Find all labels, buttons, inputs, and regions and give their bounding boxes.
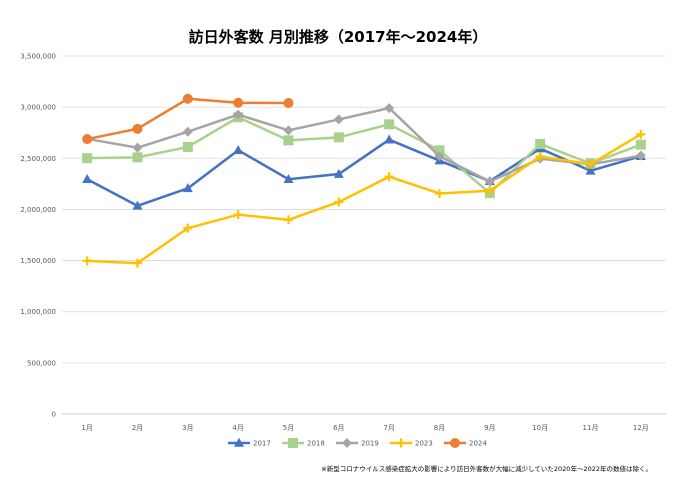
legend-label: 2024	[469, 440, 487, 448]
x-tick-label: 5月	[283, 424, 294, 432]
legend-label: 2017	[253, 440, 271, 448]
data-point-2017	[182, 183, 193, 193]
data-point-2017	[333, 168, 344, 178]
y-tick-label: 1,000,000	[20, 308, 56, 316]
data-point-2023	[284, 215, 293, 225]
legend: 2017 2018 2019 2023 2024	[228, 437, 487, 448]
x-tick-label: 4月	[232, 424, 243, 432]
data-point-2018	[635, 139, 646, 150]
data-point-2018	[283, 135, 294, 146]
x-tick-label: 9月	[484, 424, 495, 432]
legend-entry-2018: 2018	[282, 438, 325, 448]
x-tick-label: 1月	[81, 424, 92, 432]
data-point-2018	[182, 141, 193, 152]
data-point-2023	[233, 210, 243, 220]
data-point-2024	[82, 134, 93, 145]
series-2024	[82, 93, 294, 145]
y-tick-label: 1,500,000	[20, 257, 56, 265]
data-point-2017	[132, 200, 143, 210]
x-tick-label: 3月	[182, 424, 193, 432]
data-point-2024	[182, 93, 193, 104]
y-tick-label: 500,000	[27, 359, 56, 367]
data-point-2017	[283, 174, 294, 184]
data-point-2017	[233, 145, 244, 155]
data-point-2018	[82, 153, 93, 164]
data-point-2019	[434, 151, 445, 162]
gridlines	[62, 55, 666, 415]
y-tick-label: 0	[52, 411, 56, 419]
footnote: ※新型コロナウイルス感染症拡大の影響により訪日外客数が大幅に減少していた2020…	[321, 464, 652, 473]
x-tick-label: 6月	[333, 424, 344, 432]
legend-marker	[396, 438, 406, 448]
data-point-2018	[535, 138, 546, 149]
data-point-2023	[535, 152, 545, 162]
legend-label: 2023	[415, 440, 433, 448]
data-point-2019	[484, 176, 495, 187]
series-line-2023	[87, 133, 642, 265]
data-point-2019	[333, 114, 344, 125]
data-point-2023	[334, 197, 344, 207]
series-2017	[82, 134, 646, 210]
data-point-2023	[485, 186, 495, 196]
legend-entry-2019: 2019	[336, 438, 379, 448]
y-tick-label: 3,500,000	[20, 53, 56, 61]
chart-title: 訪日外客数 月別推移（2017年～2024年）	[189, 28, 488, 46]
y-axis-ticks: 0 500,000 1,000,000 1,500,000 2,000,000 2,500…	[20, 53, 56, 419]
legend-entry-2017: 2017	[228, 437, 271, 448]
data-point-2024	[283, 98, 294, 109]
series-2023	[82, 129, 646, 268]
data-point-2019	[233, 109, 244, 120]
x-tick-label: 8月	[434, 424, 445, 432]
y-tick-label: 2,500,000	[20, 155, 56, 163]
series-2018	[82, 112, 646, 199]
data-point-2019	[132, 142, 143, 153]
x-tick-label: 10月	[532, 424, 548, 432]
data-point-2023	[133, 258, 142, 268]
data-point-2024	[233, 97, 244, 108]
data-point-2018	[384, 119, 395, 130]
data-point-2024	[132, 123, 143, 134]
legend-marker	[450, 438, 460, 448]
data-point-2023	[384, 172, 394, 182]
series-2019	[82, 103, 646, 187]
series-line-2019	[86, 106, 642, 183]
x-tick-label: 2月	[132, 424, 143, 432]
data-point-2018	[434, 145, 445, 156]
legend-label: 2019	[361, 440, 379, 448]
data-point-2017	[82, 174, 93, 184]
legend-marker	[288, 438, 298, 448]
series-line-2018	[87, 116, 642, 195]
data-point-2023	[586, 159, 595, 169]
data-point-2019	[283, 125, 294, 136]
x-tick-label: 11月	[583, 424, 599, 432]
data-point-2019	[182, 126, 193, 137]
legend-marker	[342, 438, 352, 448]
legend-entry-2024: 2024	[444, 438, 487, 448]
legend-label: 2018	[307, 440, 325, 448]
data-point-2023	[435, 188, 444, 198]
data-point-2018	[333, 132, 344, 143]
data-point-2023	[183, 223, 193, 233]
y-tick-label: 2,000,000	[20, 206, 56, 214]
legend-marker	[234, 437, 244, 447]
legend-entry-2023: 2023	[390, 438, 433, 448]
data-point-2017	[585, 165, 596, 175]
data-point-2023	[82, 256, 92, 266]
data-point-2019	[635, 150, 646, 161]
x-tick-label: 7月	[383, 424, 394, 432]
x-tick-label: 12月	[633, 424, 649, 432]
series-line-2017	[86, 138, 642, 208]
data-point-2018	[132, 152, 143, 163]
data-point-2017	[384, 134, 395, 144]
x-axis-ticks: 1月 2月 3月 4月 5月 6月 7月 8月 9月 10月 11月 12月	[81, 424, 648, 432]
data-point-2023	[636, 129, 646, 139]
y-tick-label: 3,000,000	[20, 104, 56, 112]
data-point-2019	[384, 103, 395, 114]
series-lines	[82, 93, 646, 268]
